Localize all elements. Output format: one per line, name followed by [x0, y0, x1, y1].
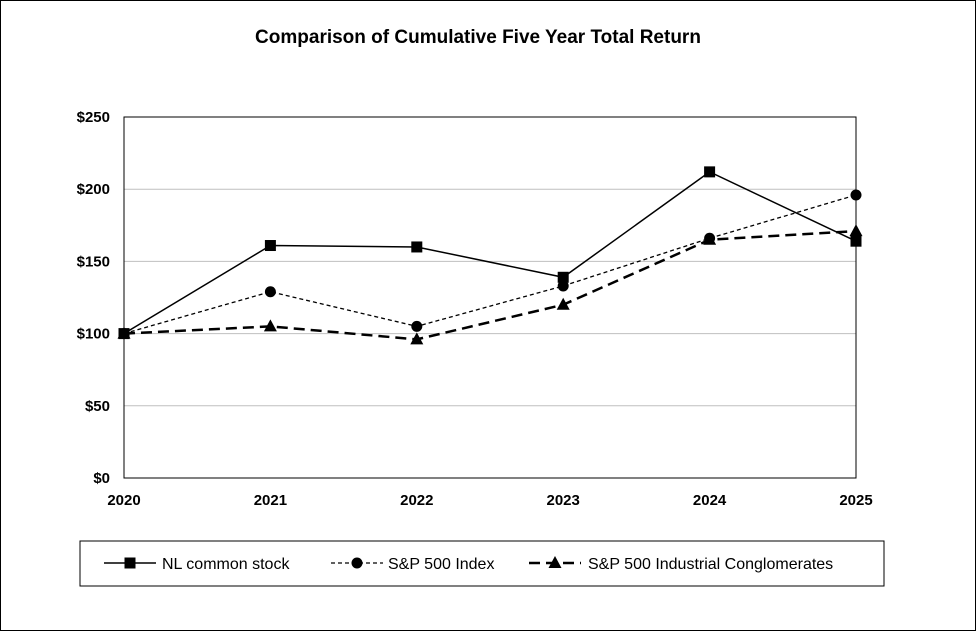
series-3 — [117, 224, 863, 345]
legend-marker — [548, 556, 562, 568]
data-point — [410, 332, 424, 345]
x-tick-label: 2022 — [400, 492, 433, 509]
series-group — [117, 166, 863, 345]
data-point — [263, 319, 277, 332]
x-tick-label: 2020 — [107, 492, 140, 509]
x-axis-ticks: 2020 2021 2022 2023 2024 2025 — [107, 492, 872, 509]
legend-label: S&P 500 Industrial Conglomerates — [588, 556, 833, 573]
legend-marker — [351, 557, 363, 569]
legend-marker — [124, 557, 136, 569]
data-point — [849, 224, 863, 237]
series-line — [123, 194, 857, 335]
x-tick-label: 2025 — [839, 492, 872, 509]
chart-title: Comparison of Cumulative Five Year Total… — [255, 27, 701, 48]
legend: NL common stock S&P 500 Index S&P 500 Indu… — [79, 540, 885, 587]
x-tick-label: 2024 — [693, 492, 727, 509]
data-point — [704, 166, 716, 178]
data-point — [850, 235, 862, 247]
y-tick-label: $250 — [77, 109, 110, 126]
data-point — [264, 286, 276, 298]
plot-area — [123, 116, 857, 479]
data-point — [411, 241, 423, 253]
data-point — [703, 232, 717, 245]
legend-item: S&P 500 Industrial Conglomerates — [529, 556, 833, 573]
data-point — [411, 320, 423, 332]
data-point — [117, 326, 131, 339]
data-point — [850, 189, 862, 201]
y-tick-label: $0 — [93, 470, 110, 487]
series-line — [123, 229, 857, 341]
data-point — [264, 240, 276, 252]
data-point — [557, 271, 569, 283]
data-point — [557, 280, 569, 292]
legend-label: NL common stock — [162, 556, 290, 573]
legend-label: S&P 500 Index — [388, 556, 494, 573]
gridlines — [124, 188, 856, 407]
y-tick-label: $200 — [77, 181, 110, 198]
x-tick-label: 2023 — [547, 492, 580, 509]
series-line — [123, 171, 857, 335]
legend-box — [79, 540, 885, 587]
y-tick-label: $50 — [85, 398, 110, 415]
y-axis-ticks: $0 $50 $100 $150 $200 $250 — [77, 109, 110, 487]
y-tick-label: $150 — [77, 253, 110, 270]
legend-item: NL common stock — [104, 556, 290, 573]
legend-item: S&P 500 Index — [331, 556, 494, 573]
x-tick-label: 2021 — [254, 492, 287, 509]
data-point — [556, 297, 570, 310]
y-tick-label: $100 — [77, 326, 110, 343]
series-1 — [118, 166, 862, 340]
series-2 — [118, 189, 862, 340]
